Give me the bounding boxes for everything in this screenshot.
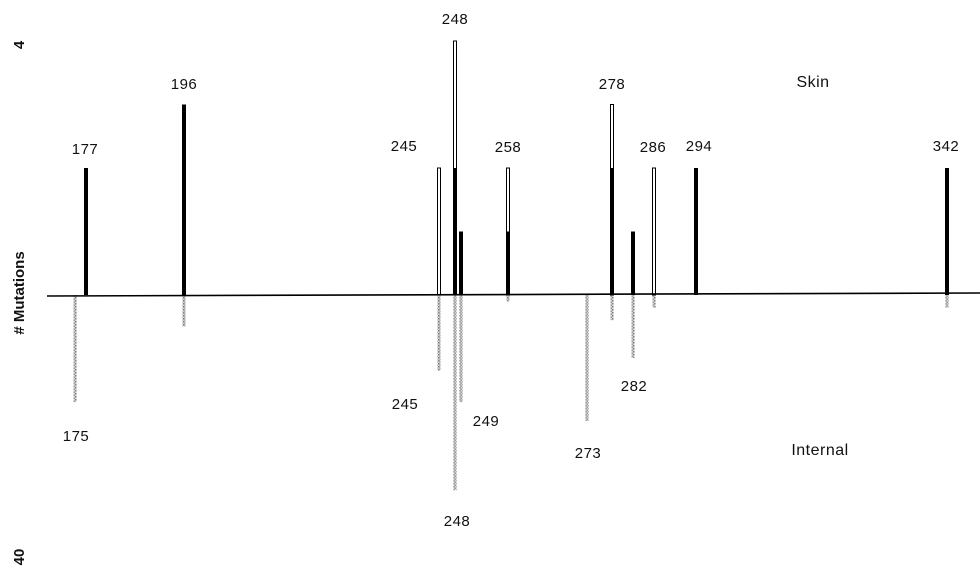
skin-bar-filled-294 [694,168,698,295]
codon-label-skin: 294 [686,138,713,155]
skin-bar-filled-177 [84,168,88,295]
codon-label-internal: 245 [392,396,419,413]
baseline-axis [46,292,980,297]
skin-bar-filled-258 [506,231,510,295]
codon-label-skin: 286 [640,139,667,156]
skin-bar-filled-282 [631,231,635,295]
internal-bar-342 [945,295,949,308]
internal-bar-282 [631,295,635,358]
skin-bar-filled-196 [182,104,186,295]
skin-bar-filled-278 [610,168,614,295]
skin-bar-filled-248 [453,168,457,295]
panel-label-internal: Internal [791,442,848,459]
panel-label-skin: Skin [796,74,829,91]
codon-label-skin: 177 [72,141,99,158]
codon-label-internal: 248 [444,513,471,530]
internal-bar-248 [453,295,457,491]
internal-bar-286 [652,295,656,308]
internal-bar-196 [182,295,186,327]
codon-label-internal: 249 [473,413,500,430]
y-axis-title: # Mutations [11,251,28,334]
internal-bars [73,295,949,491]
skin-bar-filled-249 [459,231,463,295]
skin-bars [84,40,949,296]
codon-label-internal: 273 [575,445,602,462]
codon-label-skin: 196 [171,76,198,93]
codon-label-skin: 278 [599,76,626,93]
codon-label-skin: 245 [391,138,418,155]
internal-bar-258 [506,295,510,302]
skin-bar-filled-342 [945,168,949,295]
internal-bar-175 [73,295,77,403]
y-axis-top-tick: 4 [11,40,28,49]
codon-label-internal: 175 [63,428,90,445]
codon-label-skin: 248 [442,11,469,28]
codon-label-skin: 342 [933,138,960,155]
codon-label-internal: 282 [621,378,648,395]
skin-bar-open-245 [437,167,441,296]
y-axis-bottom-tick: 40 [11,549,28,566]
internal-codon-labels: 175 245 248 249 273 282 [63,378,648,530]
skin-bar-open-286 [652,167,656,296]
internal-bar-278 [610,295,614,321]
internal-bar-245 [437,295,441,371]
skin-codon-labels: 177 196 245 248 258 278 286 294 342 [72,11,960,158]
internal-bar-273 [585,295,589,421]
codon-label-skin: 258 [495,139,522,156]
internal-bar-249 [459,295,463,403]
